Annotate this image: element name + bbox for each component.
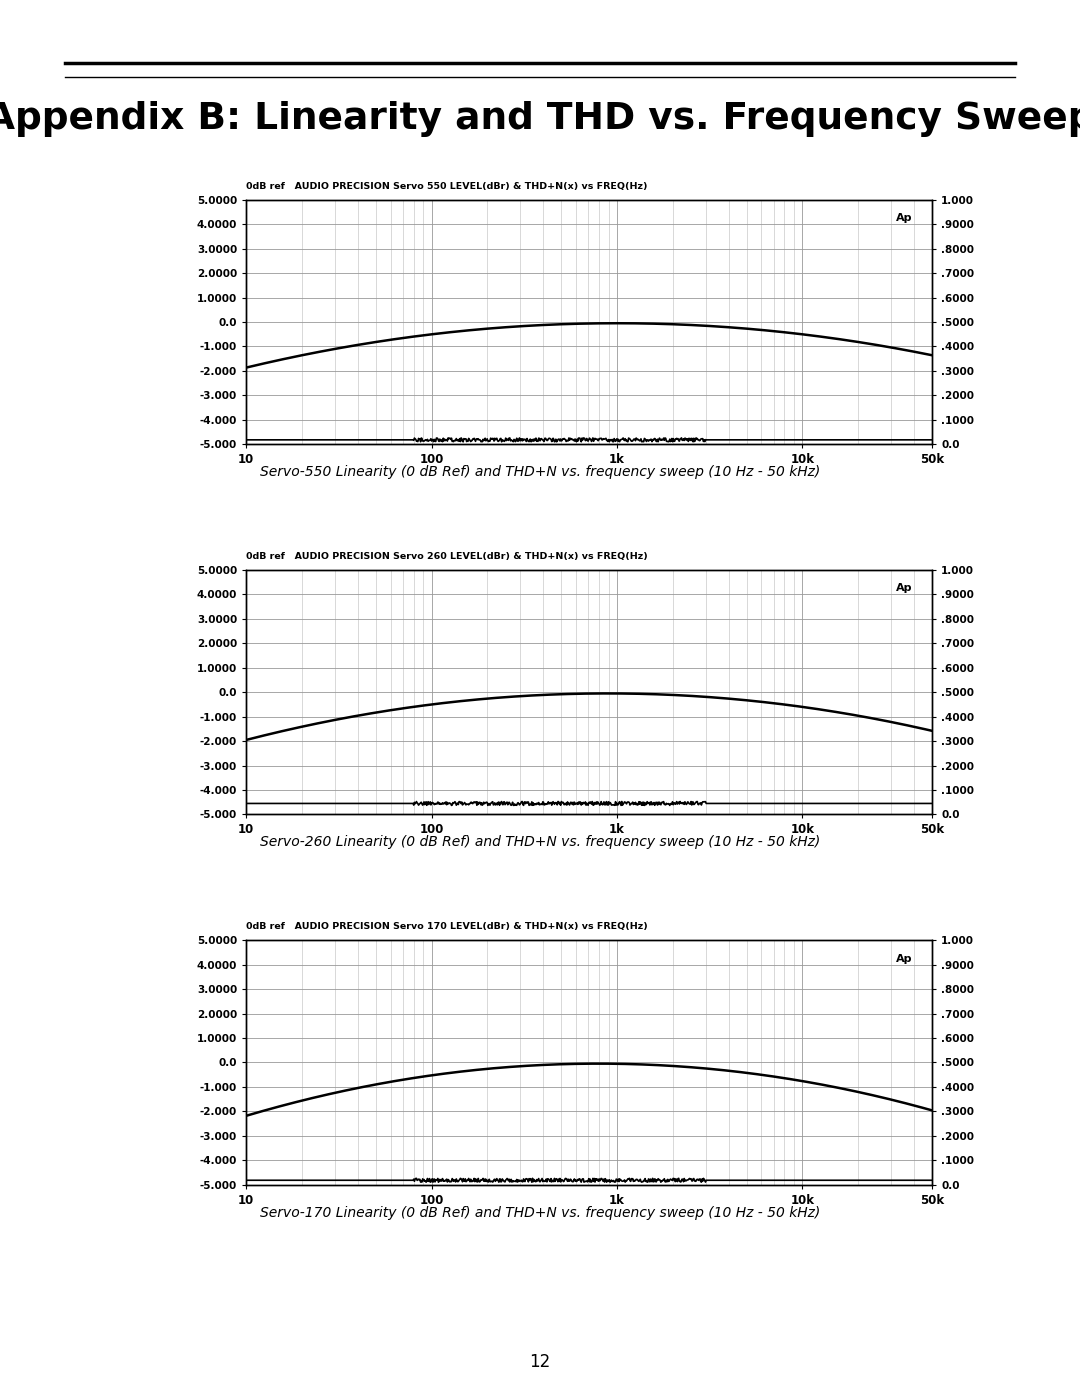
Text: Servo-260 Linearity (0 dB Ref) and THD+N vs. frequency sweep (10 Hz - 50 kHz): Servo-260 Linearity (0 dB Ref) and THD+N…: [260, 835, 820, 849]
Text: Appendix B: Linearity and THD vs. Frequency Sweep: Appendix B: Linearity and THD vs. Freque…: [0, 101, 1080, 137]
Text: Servo-550 Linearity (0 dB Ref) and THD+N vs. frequency sweep (10 Hz - 50 kHz): Servo-550 Linearity (0 dB Ref) and THD+N…: [260, 465, 820, 479]
Text: 0dB ref   AUDIO PRECISION Servo 260 LEVEL(dBr) & THD+N(x) vs FREQ(Hz): 0dB ref AUDIO PRECISION Servo 260 LEVEL(…: [246, 552, 648, 560]
Text: Ap: Ap: [896, 214, 913, 224]
Text: Ap: Ap: [896, 954, 913, 964]
Text: 0dB ref   AUDIO PRECISION Servo 550 LEVEL(dBr) & THD+N(x) vs FREQ(Hz): 0dB ref AUDIO PRECISION Servo 550 LEVEL(…: [246, 182, 648, 190]
Text: Servo-170 Linearity (0 dB Ref) and THD+N vs. frequency sweep (10 Hz - 50 kHz): Servo-170 Linearity (0 dB Ref) and THD+N…: [260, 1206, 820, 1220]
Text: Ap: Ap: [896, 584, 913, 594]
Text: 12: 12: [529, 1354, 551, 1370]
Text: 0dB ref   AUDIO PRECISION Servo 170 LEVEL(dBr) & THD+N(x) vs FREQ(Hz): 0dB ref AUDIO PRECISION Servo 170 LEVEL(…: [246, 922, 648, 930]
